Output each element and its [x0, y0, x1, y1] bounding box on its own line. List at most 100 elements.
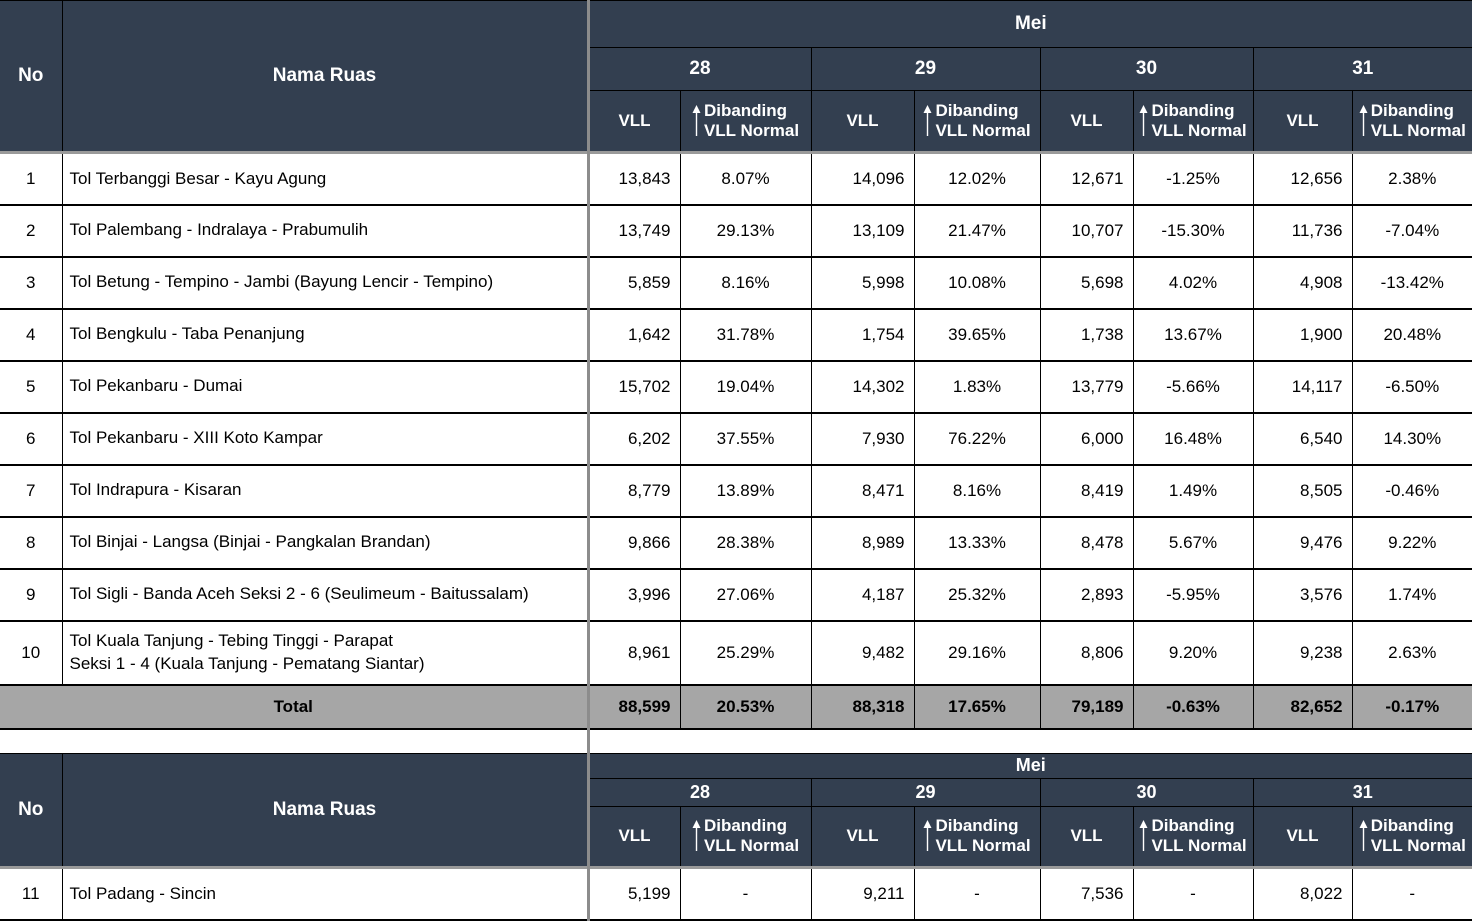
dibanding-header: Dibanding VLL Normal [913, 805, 1041, 868]
cell-no: 1 [0, 151, 63, 206]
cell-vll: 8,806 [1039, 619, 1134, 686]
cell-vll: 7,536 [1039, 865, 1134, 921]
cell-no: 9 [0, 567, 63, 622]
date-header-28: 28 [586, 777, 812, 807]
dibanding-label-line2: VLL Normal [703, 836, 800, 855]
cell-no: 7 [0, 463, 63, 518]
cell-nama-ruas: Tol Bengkulu - Taba Penanjung [61, 307, 589, 362]
cell-vll: 8,779 [586, 463, 681, 518]
vll-header: VLL [1039, 805, 1134, 868]
cell-no: 2 [0, 203, 63, 258]
cell-vll: 5,998 [810, 255, 915, 310]
dibanding-header: Dibanding VLL Normal [679, 90, 812, 153]
cell-vll: 1,738 [1039, 307, 1134, 362]
cell-vll: 13,749 [586, 203, 681, 258]
table-row: 9 Tol Sigli - Banda Aceh Seksi 2 - 6 (Se… [0, 567, 1472, 622]
cell-dibanding: 5.67% [1132, 515, 1254, 570]
cell-vll: 14,302 [810, 359, 915, 414]
table-row: 10 Tol Kuala Tanjung - Tebing Tinggi - P… [0, 619, 1472, 686]
dibanding-header: Dibanding VLL Normal [913, 90, 1041, 153]
cell-dibanding: 9.22% [1351, 515, 1472, 570]
cell-dibanding: 1.74% [1351, 567, 1472, 622]
cell-dibanding: -5.95% [1132, 567, 1254, 622]
cell-vll: 8,022 [1252, 865, 1353, 921]
cell-vll: 8,989 [810, 515, 915, 570]
cell-dibanding: 14.30% [1351, 411, 1472, 466]
cell-vll: 9,482 [810, 619, 915, 686]
cell-dibanding: 39.65% [913, 307, 1041, 362]
vll-header: VLL [586, 805, 681, 868]
total-row: Total 88,599 20.53% 88,318 17.65% 79,189… [0, 683, 1472, 730]
cell-dibanding: -15.30% [1132, 203, 1254, 258]
cell-no: 10 [0, 619, 63, 686]
cell-dibanding: 16.48% [1132, 411, 1254, 466]
cell-vll: 3,576 [1252, 567, 1353, 622]
cell-dibanding: 29.16% [913, 619, 1041, 686]
cell-nama-ruas: Tol Sigli - Banda Aceh Seksi 2 - 6 (Seul… [61, 567, 589, 622]
cell-no: 11 [0, 865, 63, 921]
cell-vll: 12,671 [1039, 151, 1134, 206]
cell-dibanding: 25.29% [679, 619, 812, 686]
dibanding-label-line2: VLL Normal [935, 121, 1031, 140]
cell-no: 8 [0, 515, 63, 570]
cell-vll: 15,702 [586, 359, 681, 414]
dibanding-label-line2: VLL Normal [1370, 121, 1466, 140]
ruas-name-line2: Seksi 1 - 4 (Kuala Tanjung - Pematang Si… [69, 653, 425, 673]
dibanding-label-line1: Dibanding [1370, 100, 1454, 120]
cell-dibanding: 2.63% [1351, 619, 1472, 686]
vll-header: VLL [586, 90, 681, 153]
table-row: 11 Tol Padang - Sincin 5,199 - 9,211 - 7… [0, 865, 1472, 921]
up-arrow-icon [692, 820, 701, 851]
cell-vll: 3,996 [586, 567, 681, 622]
cell-dibanding: 19.04% [679, 359, 812, 414]
cell-vll: 1,900 [1252, 307, 1353, 362]
cell-dibanding: 13.67% [1132, 307, 1254, 362]
dibanding-label-line2: VLL Normal [935, 836, 1031, 855]
cell-dibanding: 20.48% [1351, 307, 1472, 362]
cell-vll: 8,419 [1039, 463, 1134, 518]
table-row: 7 Tol Indrapura - Kisaran 8,779 13.89% 8… [0, 463, 1472, 518]
vll-header: VLL [810, 805, 915, 868]
cell-no: 4 [0, 307, 63, 362]
month-header: Mei [586, 0, 1472, 48]
date-header-31: 31 [1252, 777, 1472, 807]
cell-nama-ruas: Tol Binjai - Langsa (Binjai - Pangkalan … [61, 515, 589, 570]
cell-vll: 12,656 [1252, 151, 1353, 206]
up-arrow-icon [923, 820, 932, 851]
total-dibanding: 17.65% [913, 683, 1041, 730]
total-dibanding: -0.63% [1132, 683, 1254, 730]
cell-dibanding: 9.20% [1132, 619, 1254, 686]
date-header-29: 29 [810, 777, 1041, 807]
dibanding-header: Dibanding VLL Normal [1351, 90, 1472, 153]
cell-dibanding: -7.04% [1351, 203, 1472, 258]
cell-dibanding: 25.32% [913, 567, 1041, 622]
cell-nama-ruas: Tol Palembang - Indralaya - Prabumulih [61, 203, 589, 258]
cell-dibanding: - [913, 865, 1041, 921]
cell-dibanding: 1.49% [1132, 463, 1254, 518]
date-header-29: 29 [810, 47, 1041, 91]
cell-nama-ruas: Tol Pekanbaru - XIII Koto Kampar [61, 411, 589, 466]
dibanding-label-line2: VLL Normal [703, 121, 800, 140]
cell-dibanding: -0.46% [1351, 463, 1472, 518]
col-header-nama-ruas: Nama Ruas [61, 752, 589, 868]
dibanding-label-line1: Dibanding [703, 815, 788, 835]
dibanding-label-line2: VLL Normal [1151, 121, 1247, 140]
cell-vll: 13,109 [810, 203, 915, 258]
cell-vll: 9,866 [586, 515, 681, 570]
col-header-nama-ruas: Nama Ruas [61, 0, 589, 153]
cell-vll: 14,117 [1252, 359, 1353, 414]
cell-nama-ruas: Tol Pekanbaru - Dumai [61, 359, 589, 414]
cell-dibanding: - [679, 865, 812, 921]
date-header-30: 30 [1039, 47, 1254, 91]
cell-dibanding: 10.08% [913, 255, 1041, 310]
up-arrow-icon [1139, 820, 1148, 851]
date-header-28: 28 [586, 47, 812, 91]
cell-vll: 6,540 [1252, 411, 1353, 466]
cell-vll: 4,908 [1252, 255, 1353, 310]
cell-dibanding: -5.66% [1132, 359, 1254, 414]
cell-vll: 1,754 [810, 307, 915, 362]
total-vll: 88,318 [810, 683, 915, 730]
dibanding-label-line2: VLL Normal [1370, 836, 1466, 855]
cell-vll: 9,238 [1252, 619, 1353, 686]
col-header-no: No [0, 752, 63, 868]
